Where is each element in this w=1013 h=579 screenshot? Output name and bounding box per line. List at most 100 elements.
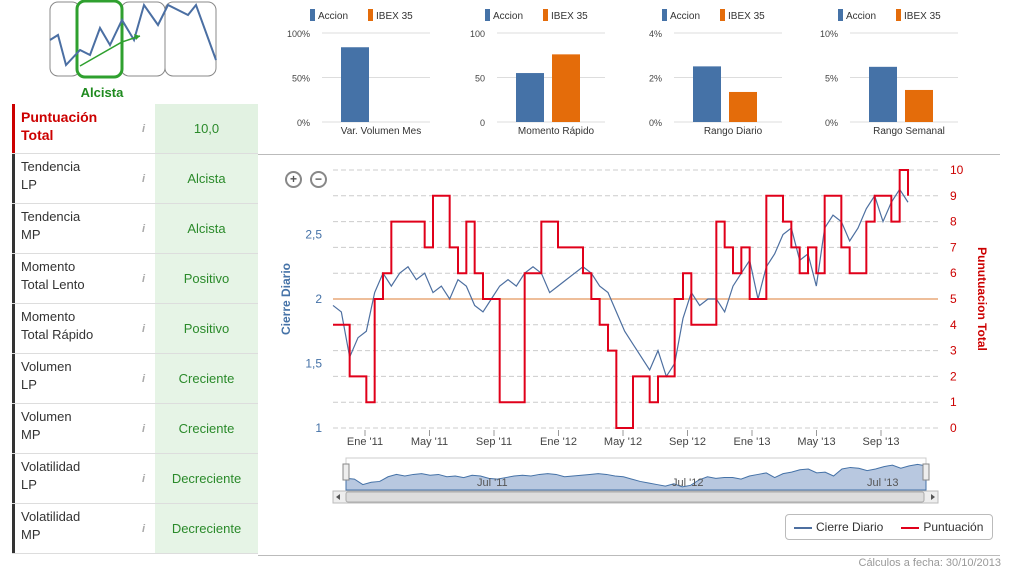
x-axis-tick: Sep '11: [476, 436, 512, 448]
indicator-value: 10,0: [155, 104, 258, 153]
indicator-value: Alcista: [155, 204, 258, 253]
legend-puntuacion-label: Puntuación: [923, 520, 984, 534]
legend-accion-label: Accion: [846, 11, 876, 22]
right-axis-tick: 5: [950, 292, 957, 306]
right-axis-tick: 3: [950, 344, 957, 358]
x-axis-tick: Ene '12: [540, 436, 577, 448]
info-icon[interactable]: i: [141, 373, 145, 385]
indicator-row: Momento Total Rápido i Positivo: [12, 304, 258, 354]
right-axis-tick: 1: [950, 395, 957, 409]
x-axis-label: Var. Volumen Mes: [341, 126, 421, 137]
info-icon[interactable]: i: [141, 523, 145, 535]
trend-panel-alcista[interactable]: [75, 0, 124, 79]
info-icon[interactable]: i: [141, 423, 145, 435]
navigator-handle-right[interactable]: [922, 463, 930, 481]
info-icon[interactable]: i: [141, 123, 145, 135]
indicator-value: Positivo: [155, 304, 258, 353]
footer-divider: [258, 555, 1000, 556]
x-axis-tick: Sep '12: [669, 436, 706, 448]
legend-ibex-label: IBEX 35: [728, 11, 765, 22]
info-icon[interactable]: i: [141, 223, 145, 235]
indicator-row: Volatilidad MP i Decreciente: [12, 504, 258, 554]
x-axis-tick: May '13: [797, 436, 835, 448]
indicator-name: Momento Total Lento i: [12, 254, 155, 303]
legend-ibex-swatch: [896, 9, 901, 21]
indicator-row: Volatilidad LP i Decreciente: [12, 454, 258, 504]
y-tick-label: 0%: [825, 118, 838, 128]
zoom-out-icon[interactable]: −: [310, 171, 327, 188]
info-icon[interactable]: i: [141, 173, 145, 185]
indicator-label: Tendencia LP: [21, 159, 81, 192]
chart-legend: Cierre Diario Puntuación: [785, 514, 993, 540]
indicator-name: Volatilidad MP i: [12, 504, 155, 553]
indicator-name: Puntuación Total i: [12, 104, 155, 153]
legend-accion-swatch: [838, 9, 843, 21]
right-axis-tick: 4: [950, 318, 957, 332]
legend-puntuacion[interactable]: Puntuación: [901, 520, 983, 534]
section-divider: [258, 154, 1000, 155]
navigator-label: Jul '11: [477, 477, 508, 489]
legend-ibex-swatch: [543, 9, 548, 21]
mini-chart-volumen: Accion IBEX 35 100% 50% 0% Var. Volumen Mes: [287, 9, 430, 137]
scroll-right-icon[interactable]: [931, 494, 935, 500]
indicator-row: Volumen MP i Creciente: [12, 404, 258, 454]
x-axis-tick: Ene '11: [347, 436, 383, 448]
y-tick-label: 2%: [649, 74, 662, 84]
y-tick-label: 50%: [292, 74, 310, 84]
scrollbar-thumb[interactable]: [345, 491, 925, 503]
scroll-left-icon[interactable]: [336, 494, 340, 500]
info-icon[interactable]: i: [141, 323, 145, 335]
x-axis-tick: May '11: [411, 436, 448, 448]
y-tick-label: 50: [475, 74, 485, 84]
x-axis-tick: Sep '13: [863, 436, 900, 448]
zoom-in-icon[interactable]: +: [285, 171, 302, 188]
left-axis-tick: 2: [315, 292, 322, 306]
legend-cierre-swatch: [794, 526, 812, 529]
right-axis-tick: 10: [950, 163, 964, 177]
bar-accion: [341, 47, 369, 122]
indicator-row: Puntuación Total i 10,0: [12, 104, 258, 154]
legend-accion-swatch: [485, 9, 490, 21]
navigator-label: Jul '13: [867, 477, 898, 489]
navigator-handle-left[interactable]: [342, 463, 350, 481]
legend-ibex-label: IBEX 35: [376, 11, 413, 22]
left-axis-tick: 1,5: [305, 357, 322, 371]
bar-accion: [693, 66, 721, 122]
legend-accion-swatch: [310, 9, 315, 21]
bar-accion: [869, 66, 897, 122]
info-icon[interactable]: i: [141, 273, 145, 285]
indicator-name: Tendencia MP i: [12, 204, 155, 253]
bar-accion: [516, 73, 544, 122]
right-axis-tick: 7: [950, 240, 957, 254]
right-axis-tick: 2: [950, 369, 957, 383]
info-icon[interactable]: i: [141, 473, 145, 485]
trend-label: Alcista: [80, 85, 124, 100]
indicator-name: Momento Total Rápido i: [12, 304, 155, 353]
trend-panel-neutral[interactable]: [120, 1, 166, 77]
indicator-value: Creciente: [155, 404, 258, 453]
indicator-label: Momento Total Lento: [21, 259, 85, 292]
right-axis-tick: 0: [950, 421, 957, 435]
y-tick-label: 0%: [297, 118, 310, 128]
indicator-row: Momento Total Lento i Positivo: [12, 254, 258, 304]
indicator-label: Volatilidad MP: [21, 509, 81, 542]
legend-accion-label: Accion: [670, 11, 700, 22]
indicator-row: Tendencia MP i Alcista: [12, 204, 258, 254]
indicator-name: Volumen MP i: [12, 404, 155, 453]
mini-chart-momento: Accion IBEX 35 100 50 0 Momento Rápido: [470, 9, 605, 137]
left-axis-tick: 2,5: [305, 228, 322, 242]
x-axis-tick: Ene '13: [734, 436, 771, 448]
legend-ibex-label: IBEX 35: [551, 11, 588, 22]
legend-cierre-label: Cierre Diario: [816, 520, 884, 534]
y-tick-label: 100: [470, 29, 485, 39]
indicator-row: Tendencia LP i Alcista: [12, 154, 258, 204]
y-tick-label: 10%: [820, 29, 838, 39]
y-tick-label: 0: [480, 118, 485, 128]
indicator-label: Tendencia MP: [21, 209, 81, 242]
bar-ibex: [729, 91, 757, 122]
indicator-label: Volumen MP: [21, 409, 72, 442]
indicator-value: Decreciente: [155, 454, 258, 503]
legend-cierre[interactable]: Cierre Diario: [794, 520, 883, 534]
mini-chart-rango-diario: Accion IBEX 35 4% 2% 0% Rango Diario: [649, 9, 782, 137]
